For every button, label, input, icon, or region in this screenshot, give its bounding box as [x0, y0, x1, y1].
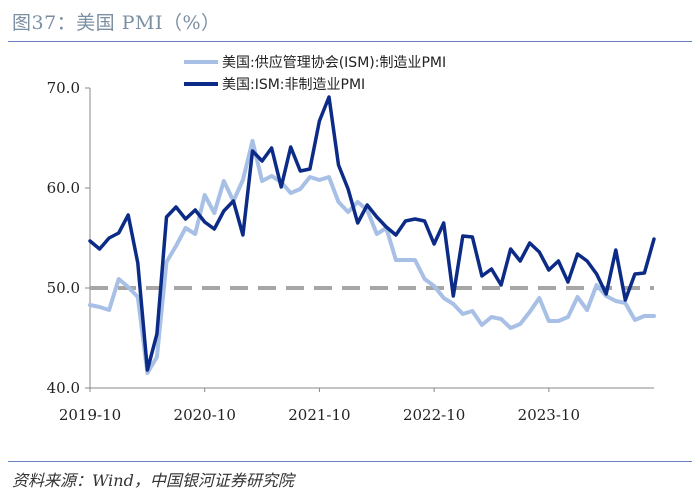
source-rule — [8, 461, 692, 462]
x-tick-label: 2023-10 — [518, 406, 580, 424]
pmi-line-chart: 40.0 50.0 60.0 70.0 2019-10 2020-10 2021-10 202… — [47, 54, 656, 424]
y-tick-label: 60.0 — [47, 179, 80, 197]
figure-title: 图37：美国 PMI（%） — [12, 12, 221, 34]
title-rule — [8, 41, 692, 42]
series-line-services — [88, 95, 656, 372]
x-tick-label: 2020-10 — [174, 406, 236, 424]
series-line-manufacturing — [88, 139, 656, 375]
x-tick-label: 2019-10 — [59, 406, 121, 424]
series-group — [88, 95, 656, 375]
x-tick-label: 2021-10 — [288, 406, 350, 424]
y-tick-label: 40.0 — [47, 379, 80, 397]
y-tick-label: 50.0 — [47, 279, 80, 297]
legend-label-manufacturing: 美国:供应管理协会(ISM):制造业PMI — [222, 54, 446, 71]
legend: 美国:供应管理协会(ISM):制造业PMI 美国:ISM:非制造业PMI — [184, 54, 446, 93]
x-tick-label: 2022-10 — [403, 406, 465, 424]
y-tick-label: 70.0 — [47, 79, 80, 97]
axes: 40.0 50.0 60.0 70.0 2019-10 2020-10 2021-10 202… — [47, 79, 654, 424]
source-note: 资料来源：Wind，中国银河证券研究院 — [12, 471, 294, 490]
legend-label-services: 美国:ISM:非制造业PMI — [222, 77, 365, 93]
